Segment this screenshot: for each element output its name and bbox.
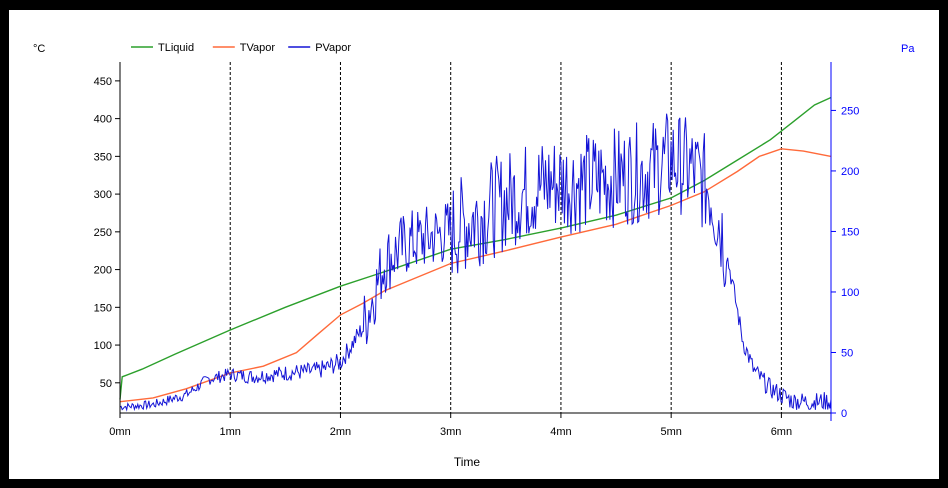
legend-label-pvapor: PVapor [315,42,351,54]
left-tick-label: 200 [94,265,112,277]
x-tick-label: 5mn [660,426,681,438]
x-tick-label: 3mn [440,426,461,438]
left-tick-label: 50 [100,378,112,390]
series-line-tvapor [119,148,832,403]
right-tick-label: 100 [841,287,859,299]
legend: TLiquid TVapor PVapor [131,42,351,54]
left-axis-unit: °C [33,43,45,55]
series-group [119,96,832,412]
chart-frame: 0mn 1mn 2mn 3mn 4mn 5mn 6mn 50 100 150 200 250 300 35… [9,10,939,479]
right-tick-label: 250 [841,105,859,117]
right-tick-label: 200 [841,166,859,178]
x-tick-label: 6mn [771,426,792,438]
x-axis-label: Time [454,455,481,469]
x-tick-label: 1mn [220,426,241,438]
right-tick-label: 150 [841,226,859,238]
right-tick-label: 50 [841,347,853,359]
right-tick-label: 0 [841,408,847,420]
right-axis-unit: Pa [901,43,915,55]
left-tick-label: 150 [94,302,112,314]
x-tick-label: 2mn [330,426,351,438]
left-tick-label: 350 [94,151,112,163]
legend-label-tliquid: TLiquid [158,42,194,54]
left-tick-label: 400 [94,114,112,126]
left-tick-label: 250 [94,227,112,239]
left-tick-label: 450 [94,76,112,88]
left-tick-label: 300 [94,189,112,201]
x-tick-label: 0mn [109,426,130,438]
left-tick-label: 100 [94,340,112,352]
series-line-tliquid [119,96,832,400]
series-line-pvapor [119,113,832,412]
x-tick-label: 4mn [550,426,571,438]
line-chart: 0mn 1mn 2mn 3mn 4mn 5mn 6mn 50 100 150 200 250 300 35… [33,42,915,469]
legend-label-tvapor: TVapor [240,42,276,54]
axes: 0mn 1mn 2mn 3mn 4mn 5mn 6mn 50 100 150 200 250 300 35… [94,62,859,438]
